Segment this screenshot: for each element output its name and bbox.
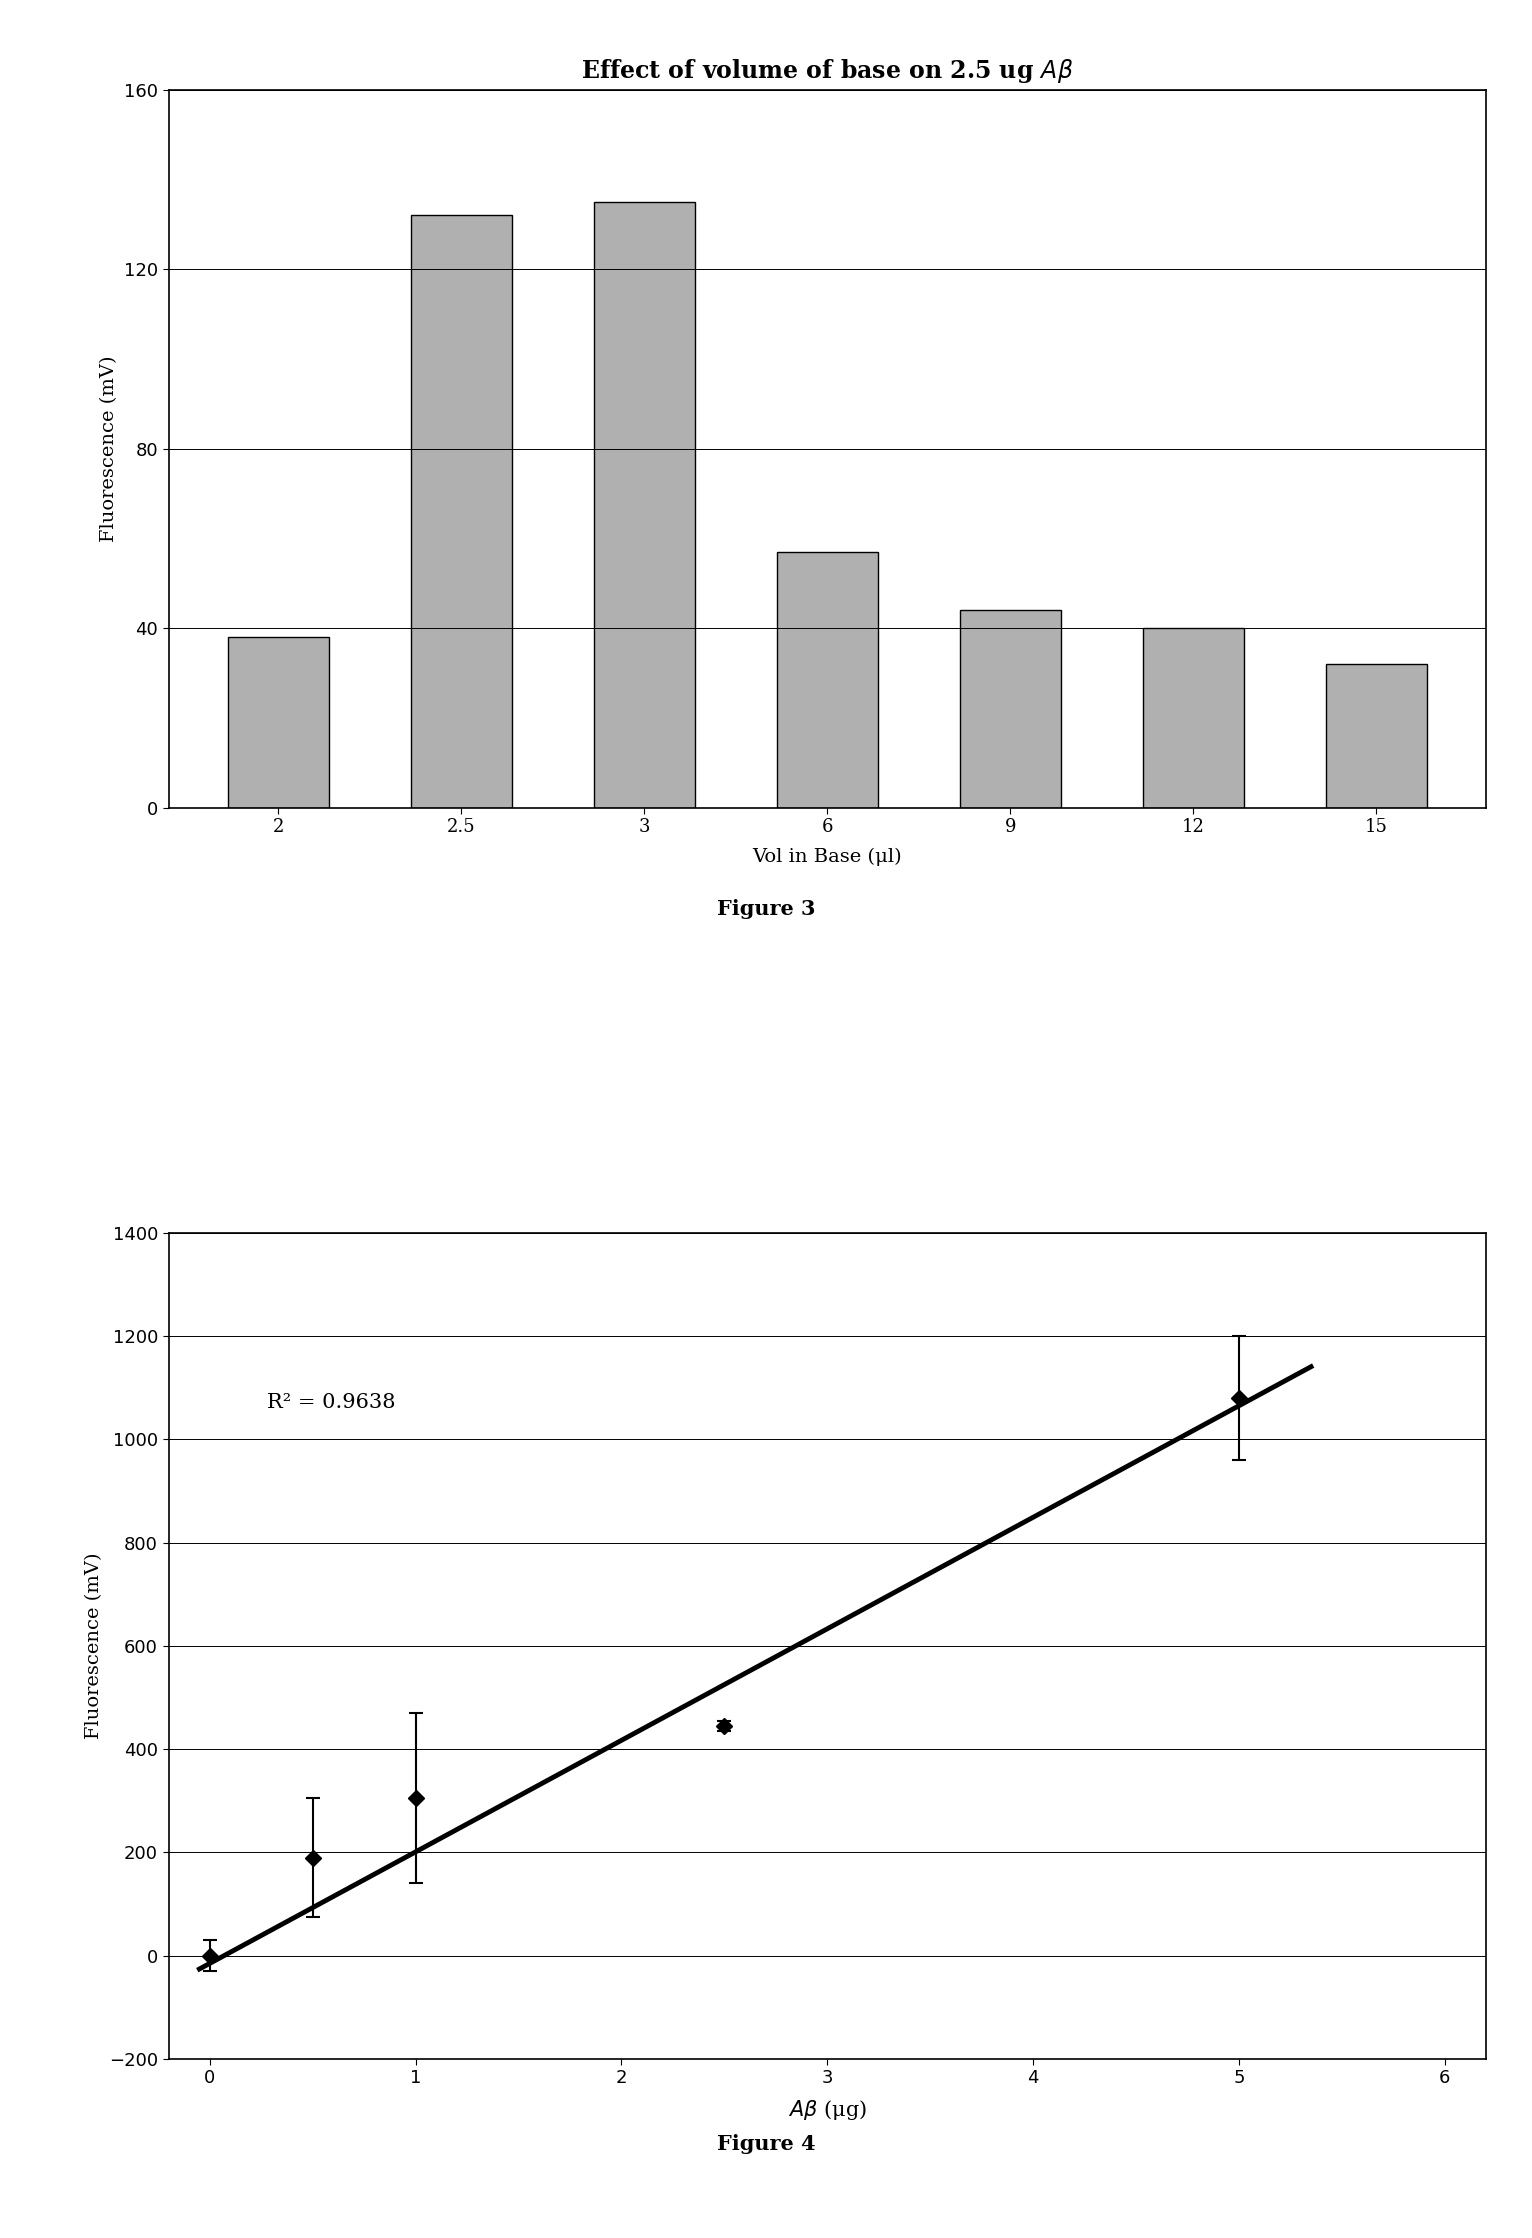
Bar	[777, 553, 878, 808]
Bar	[411, 215, 512, 808]
Bar	[1143, 629, 1244, 808]
Text: R² = 0.9638: R² = 0.9638	[268, 1394, 395, 1412]
Y-axis label: Fluorescence (mV): Fluorescence (mV)	[86, 1553, 104, 1739]
Bar	[594, 201, 694, 808]
Text: Figure 3: Figure 3	[717, 900, 815, 918]
X-axis label: Vol in Base (μl): Vol in Base (μl)	[752, 848, 902, 866]
Bar	[1325, 665, 1426, 808]
Bar	[228, 638, 329, 808]
X-axis label: $\mathit{A}\beta$ (μg): $\mathit{A}\beta$ (μg)	[787, 2099, 867, 2122]
Y-axis label: Fluorescence (mV): Fluorescence (mV)	[101, 356, 118, 542]
Bar	[961, 611, 1060, 808]
Title: Effect of volume of base on 2.5 ug $\mathit{A\beta}$: Effect of volume of base on 2.5 ug $\mat…	[581, 58, 1074, 85]
Text: Figure 4: Figure 4	[717, 2135, 815, 2153]
